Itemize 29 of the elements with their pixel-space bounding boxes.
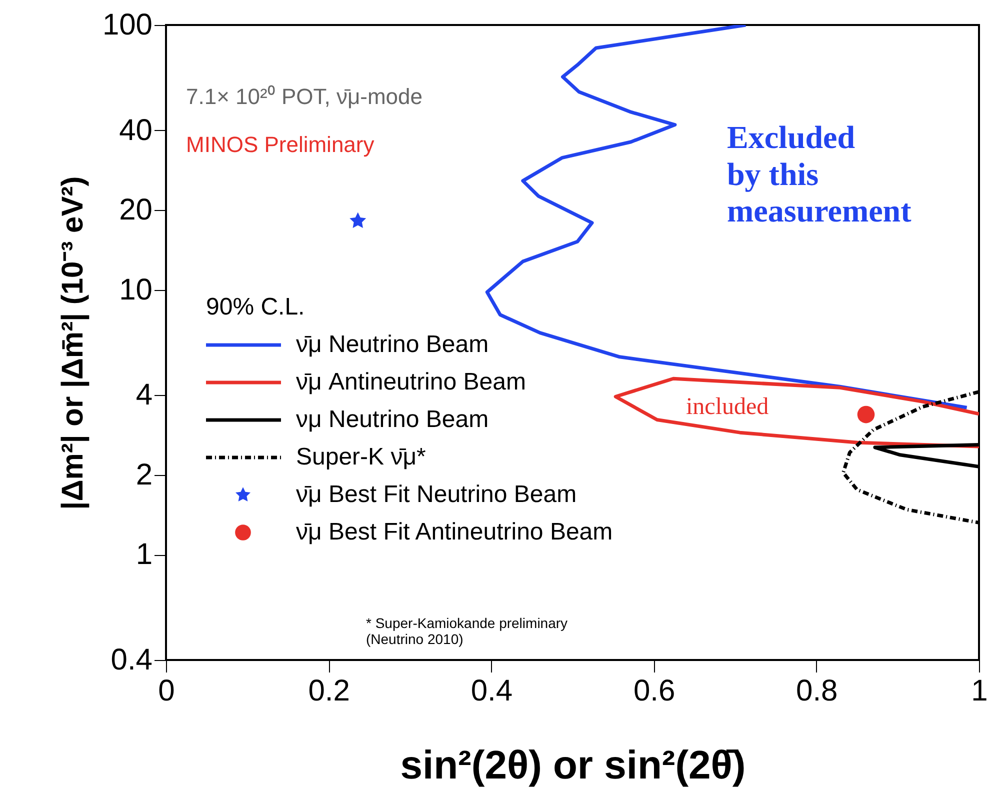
line-series <box>614 376 979 448</box>
annotation: 7.1× 10²⁰ POT, ν̄μ-mode <box>186 84 422 109</box>
annotation: included <box>686 394 769 420</box>
y-tick-label: 20 <box>119 194 152 227</box>
y-tick-label: 0.4 <box>110 644 152 676</box>
x-tick-label: 0.8 <box>796 674 838 708</box>
y-tick-label: 2 <box>136 458 152 492</box>
x-tick-label: 0 <box>158 674 175 708</box>
y-tick-label: 1 <box>136 538 152 572</box>
legend-label: ν̄μ Best Fit Antineutrino Beam <box>296 518 613 546</box>
y-axis-title: |Δm²| or |Δm̄²| (10⁻³ eV²) <box>56 176 90 510</box>
y-tick-label: 4 <box>136 378 152 412</box>
legend-title: 90% C.L. <box>206 294 305 320</box>
legend-label: ν̄μ Antineutrino Beam <box>296 368 526 396</box>
annotation: MINOS Preliminary <box>186 132 374 157</box>
legend-label: Super-K ν̄μ* <box>296 444 426 470</box>
legend-label: ν̄μ Neutrino Beam <box>296 331 489 358</box>
x-axis-title: sin²(2θ) or sin²(2θ̄) <box>400 744 746 788</box>
annotation: Excluded by this measurement <box>727 119 912 229</box>
y-tick-label: 100 <box>102 8 152 42</box>
y-tick-label: 40 <box>119 114 152 147</box>
legend-label: νμ Neutrino Beam <box>296 406 489 433</box>
x-tick-label: 0.2 <box>308 674 350 708</box>
annotation: * Super-Kamiokande preliminary (Neutrino 2010) <box>366 615 568 648</box>
x-tick-label: 1 <box>971 674 988 708</box>
legend-label: ν̄μ Best Fit Neutrino Beam <box>296 481 577 508</box>
x-tick-label: 0.4 <box>470 674 513 708</box>
y-tick-label: 10 <box>119 273 152 306</box>
x-tick-label: 0.6 <box>633 674 676 708</box>
